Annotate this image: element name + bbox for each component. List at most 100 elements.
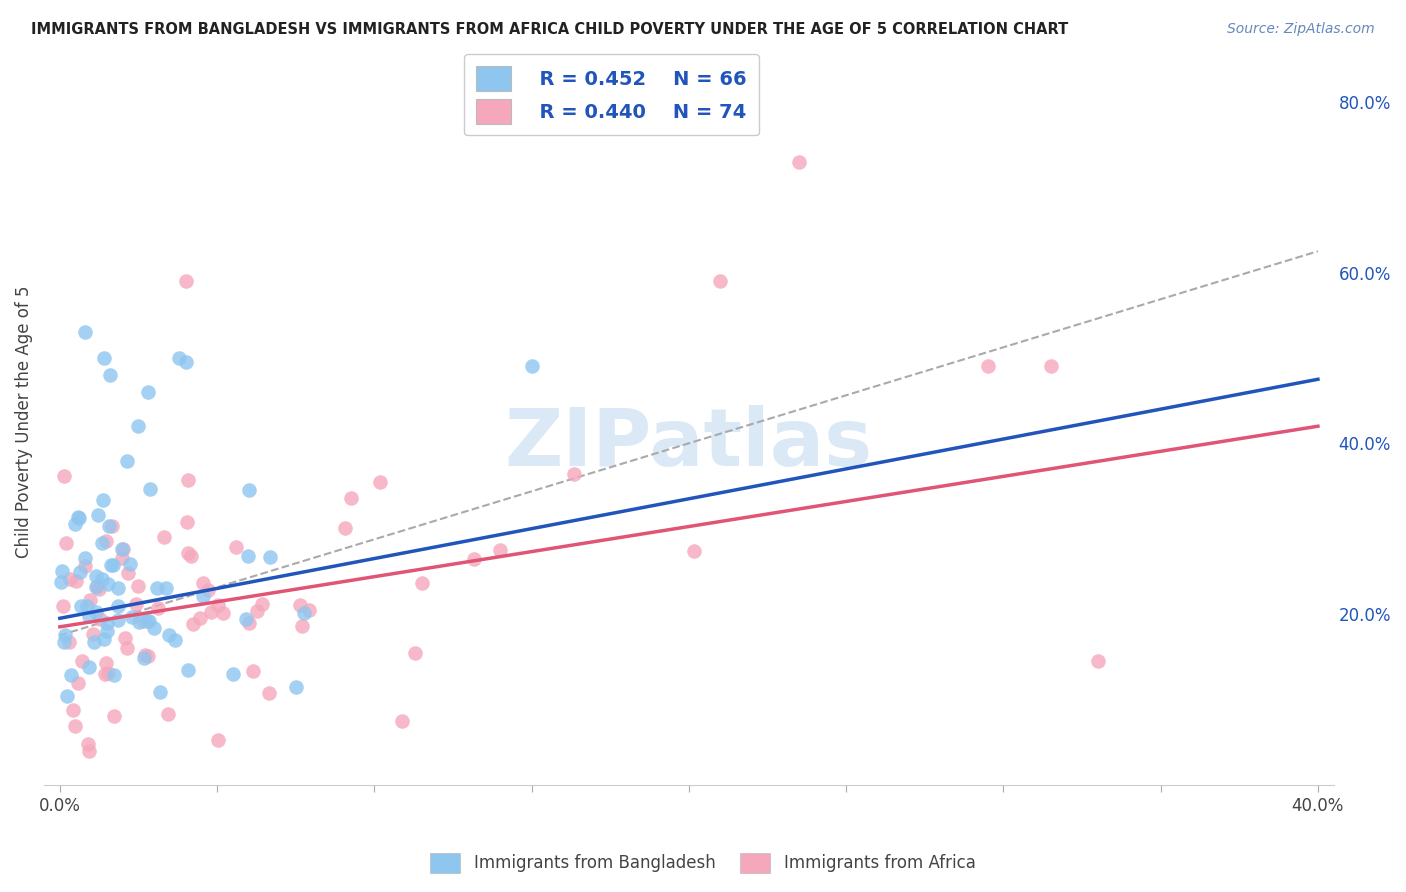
Point — [176, 515, 198, 529]
Point — [191, 589, 214, 603]
Point — [225, 540, 247, 554]
Point — [93, 667, 115, 681]
Point — [139, 482, 162, 496]
Point — [100, 558, 122, 573]
Point — [411, 576, 433, 591]
Point — [682, 544, 704, 558]
Point — [94, 533, 117, 548]
Point — [51, 564, 73, 578]
Point — [191, 576, 214, 591]
Point — [562, 467, 585, 482]
Point — [89, 612, 111, 626]
Point — [238, 549, 260, 563]
Text: IMMIGRANTS FROM BANGLADESH VS IMMIGRANTS FROM AFRICA CHILD POVERTY UNDER THE AGE: IMMIGRANTS FROM BANGLADESH VS IMMIGRANTS… — [31, 22, 1069, 37]
Point — [103, 668, 125, 682]
Point — [246, 604, 269, 618]
Point — [259, 549, 281, 564]
Point — [112, 541, 135, 556]
Point — [153, 530, 176, 544]
Point — [83, 635, 105, 649]
Point — [58, 635, 80, 649]
Point — [94, 656, 117, 670]
Point — [115, 454, 138, 468]
Point — [157, 628, 180, 642]
Text: Source: ZipAtlas.com: Source: ZipAtlas.com — [1227, 22, 1375, 37]
Point — [128, 615, 150, 629]
Point — [60, 668, 83, 682]
Point — [97, 577, 120, 591]
Point — [93, 351, 115, 365]
Point — [207, 599, 229, 613]
Point — [73, 326, 96, 340]
Point — [79, 609, 101, 624]
Point — [56, 689, 79, 703]
Point — [132, 650, 155, 665]
Point — [391, 714, 413, 729]
Point — [489, 542, 512, 557]
Point — [82, 627, 104, 641]
Point — [107, 613, 129, 627]
Y-axis label: Child Poverty Under the Age of 5: Child Poverty Under the Age of 5 — [15, 285, 32, 558]
Point — [149, 684, 172, 698]
Point — [66, 510, 89, 524]
Point — [70, 599, 93, 613]
Point — [111, 542, 134, 557]
Point — [177, 546, 200, 560]
Point — [66, 675, 89, 690]
Point — [76, 599, 98, 614]
Point — [65, 574, 87, 589]
Point — [190, 611, 212, 625]
Legend: Immigrants from Bangladesh, Immigrants from Africa: Immigrants from Bangladesh, Immigrants f… — [423, 847, 983, 880]
Text: ZIPatlas: ZIPatlas — [505, 405, 873, 483]
Point — [404, 646, 426, 660]
Point — [98, 368, 121, 382]
Point — [238, 615, 260, 630]
Point — [67, 511, 90, 525]
Point — [53, 628, 76, 642]
Point — [120, 557, 142, 571]
Point — [298, 603, 321, 617]
Point — [53, 635, 76, 649]
Point — [177, 473, 200, 487]
Point — [52, 599, 75, 614]
Point — [340, 491, 363, 505]
Point — [177, 663, 200, 677]
Point — [55, 536, 77, 550]
Point — [157, 707, 180, 722]
Point — [174, 355, 197, 369]
Point — [96, 624, 118, 639]
Point — [155, 581, 177, 595]
Point — [111, 551, 134, 566]
Point — [59, 572, 82, 586]
Point — [72, 654, 94, 668]
Point — [197, 583, 219, 598]
Point — [86, 569, 108, 583]
Point — [976, 359, 998, 374]
Point — [163, 632, 186, 647]
Point — [290, 619, 312, 633]
Point — [138, 614, 160, 628]
Point — [257, 686, 280, 700]
Point — [520, 359, 543, 374]
Point — [90, 572, 112, 586]
Point — [115, 641, 138, 656]
Point — [294, 607, 316, 621]
Point — [136, 648, 159, 663]
Point — [127, 419, 149, 434]
Point — [368, 475, 391, 490]
Point — [97, 665, 120, 680]
Point — [333, 521, 356, 535]
Point — [242, 665, 264, 679]
Point — [87, 582, 110, 596]
Point — [709, 274, 731, 288]
Point — [180, 549, 202, 564]
Point — [284, 681, 307, 695]
Point — [212, 606, 235, 620]
Point — [463, 552, 485, 566]
Point — [73, 558, 96, 573]
Point — [787, 154, 810, 169]
Point — [121, 610, 143, 624]
Point — [107, 599, 129, 613]
Point — [84, 581, 107, 595]
Point — [69, 566, 91, 580]
